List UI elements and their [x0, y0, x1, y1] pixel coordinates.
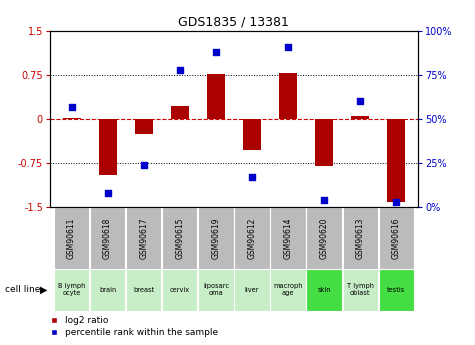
Bar	[162, 269, 198, 310]
Bar	[162, 207, 198, 269]
Legend: log2 ratio, percentile rank within the sample: log2 ratio, percentile rank within the s…	[48, 313, 222, 341]
Text: GSM90611: GSM90611	[67, 217, 76, 259]
Bar	[387, 119, 405, 202]
Point	[140, 162, 148, 168]
Bar	[270, 207, 306, 269]
Bar	[270, 269, 306, 310]
Text: T lymph
oblast: T lymph oblast	[347, 283, 374, 296]
Text: brain: brain	[99, 287, 116, 293]
Bar	[90, 269, 125, 310]
Text: skin: skin	[317, 287, 331, 293]
Text: cervix: cervix	[170, 287, 190, 293]
Text: GSM90618: GSM90618	[103, 217, 112, 259]
Text: ▶: ▶	[40, 285, 48, 295]
Text: liver: liver	[245, 287, 259, 293]
Bar	[315, 119, 333, 166]
Title: GDS1835 / 13381: GDS1835 / 13381	[179, 16, 289, 29]
Bar	[171, 106, 189, 119]
Text: B lymph
ocyte: B lymph ocyte	[58, 283, 85, 296]
Bar	[379, 269, 414, 310]
Bar	[198, 207, 234, 269]
Bar	[351, 116, 369, 119]
Point	[248, 174, 256, 180]
Bar	[279, 73, 297, 119]
Bar	[54, 207, 89, 269]
Text: GSM90614: GSM90614	[284, 217, 293, 259]
Text: liposarc
oma: liposarc oma	[203, 283, 229, 296]
Bar	[90, 207, 125, 269]
Bar	[306, 207, 342, 269]
Point	[320, 197, 328, 203]
Bar	[234, 269, 270, 310]
Text: GSM90612: GSM90612	[247, 217, 257, 259]
Text: GSM90617: GSM90617	[139, 217, 148, 259]
Text: GSM90615: GSM90615	[175, 217, 184, 259]
Point	[392, 199, 400, 205]
Point	[176, 67, 184, 72]
Bar	[207, 74, 225, 119]
Point	[356, 99, 364, 104]
Bar	[306, 269, 342, 310]
Bar	[99, 119, 117, 175]
Text: GSM90613: GSM90613	[356, 217, 365, 259]
Text: breast: breast	[133, 287, 154, 293]
Point	[212, 49, 220, 55]
Point	[284, 44, 292, 50]
Bar	[198, 269, 234, 310]
Bar	[126, 207, 162, 269]
Point	[68, 104, 76, 109]
Text: testis: testis	[387, 287, 406, 293]
Bar	[135, 119, 153, 134]
Bar	[379, 207, 414, 269]
Text: GSM90616: GSM90616	[392, 217, 401, 259]
Bar	[63, 118, 81, 119]
Bar	[54, 269, 89, 310]
Text: GSM90620: GSM90620	[320, 217, 329, 259]
Point	[104, 190, 112, 196]
Bar	[234, 207, 270, 269]
Text: cell line: cell line	[5, 285, 40, 294]
Bar	[342, 207, 378, 269]
Text: macroph
age: macroph age	[273, 283, 303, 296]
Bar	[126, 269, 162, 310]
Bar	[243, 119, 261, 149]
Bar	[342, 269, 378, 310]
Text: GSM90619: GSM90619	[211, 217, 220, 259]
